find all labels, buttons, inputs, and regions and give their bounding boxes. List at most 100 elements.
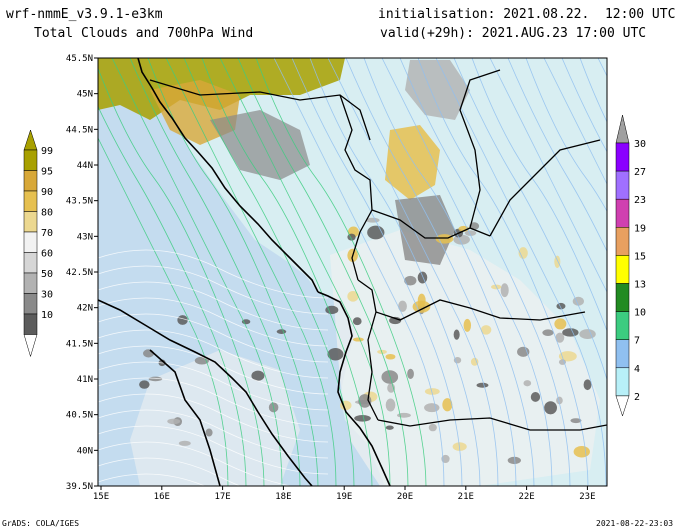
- wind-streamline: [98, 377, 329, 427]
- cloud-cell: [428, 423, 437, 432]
- wind-colorbar-label: 30: [634, 139, 646, 150]
- cloud-cell: [389, 316, 402, 325]
- lat-tick-label: 42.5N: [66, 268, 93, 278]
- wind-streamline: [453, 58, 607, 381]
- wind-streamline: [597, 58, 607, 77]
- cloud-cell: [469, 222, 480, 230]
- wind-colorbar-segment: [615, 255, 630, 284]
- wind-colorbar-segment: [615, 142, 630, 172]
- wind-streamline: [525, 58, 607, 213]
- wind-streamline: [634, 58, 700, 488]
- cloud-cell: [579, 329, 596, 340]
- init-time: initialisation: 2021.08.22. 12:00 UTC: [378, 7, 676, 22]
- longitude-axis: 15E 16E 17E 18E 19E 20E 21E 22E 23E: [93, 486, 596, 502]
- cloud-colorbar-label: 30: [41, 290, 53, 301]
- cloud-colorbar-label: 50: [41, 269, 53, 280]
- cloud-cell: [544, 401, 557, 415]
- wind-streamline: [147, 58, 319, 486]
- wind-streamline: [435, 58, 607, 486]
- wind-colorbar-label: 2: [634, 392, 640, 403]
- lat-tick-label: 39.5N: [66, 482, 93, 492]
- wind-colorbar-top-arrow: [615, 114, 630, 144]
- cloud-colorbar-segment: [23, 170, 38, 192]
- lat-tick-label: 40.5N: [66, 411, 93, 421]
- wind-streamline: [327, 58, 499, 486]
- wind-streamline: [489, 58, 607, 293]
- latitude-axis: 45.5N 45N 44.5N 44N 43.5N 43N 42.5N 42N 41.5N 41N…: [66, 54, 98, 492]
- wind-streamline: [201, 58, 373, 486]
- cloud-cell: [424, 403, 440, 413]
- wind-streamline: [98, 249, 329, 299]
- wind-streamline: [255, 58, 427, 486]
- model-title: wrf-nmmE_v3.9.1-e3km: [6, 7, 163, 22]
- wind-streamline: [98, 409, 329, 459]
- lat-tick-label: 41.5N: [66, 339, 93, 349]
- wind-streamline: [399, 58, 571, 486]
- cloud-colorbar-segment: [23, 293, 38, 315]
- cloud-cell: [517, 346, 530, 357]
- wind-streamline: [98, 313, 329, 363]
- wind-streamline: [98, 329, 329, 379]
- wind-streamline: [652, 58, 700, 488]
- cloud-cell: [424, 388, 440, 395]
- lon-tick-label: 15E: [93, 492, 109, 502]
- cloud-cell: [507, 456, 521, 465]
- cloud-cell: [555, 332, 565, 343]
- wind-streamline: [273, 58, 445, 486]
- wind-streamline: [129, 58, 301, 486]
- lat-tick-label: 40N: [77, 446, 93, 456]
- cloud-cell: [572, 296, 584, 306]
- wind-colorbar-label: 15: [634, 251, 646, 262]
- cloud-cell: [327, 348, 344, 361]
- cloud-colorbar-segment: [23, 211, 38, 233]
- wind-streamline: [111, 58, 283, 486]
- cloud-cell: [404, 275, 417, 286]
- cloud-cell: [358, 394, 372, 408]
- cloud-cell: [178, 440, 191, 446]
- wind-colorbar-segment: [615, 339, 630, 369]
- wind-colorbar-segment: [615, 367, 630, 397]
- wind-streamline: [381, 58, 553, 486]
- cloud-cell: [385, 353, 396, 360]
- cloud-cell: [385, 425, 394, 430]
- cloud-cell: [480, 325, 492, 335]
- cloud-colorbar-label: 95: [41, 167, 53, 178]
- wind-colorbar-bottom-arrow: [615, 395, 630, 417]
- lon-tick-label: 17E: [214, 492, 230, 502]
- wind-streamline: [237, 58, 409, 486]
- wind-streamline: [345, 58, 517, 486]
- lon-tick-label: 18E: [275, 492, 291, 502]
- cloud-colorbar-segment: [23, 149, 38, 171]
- cloud-cell: [352, 317, 362, 326]
- cloud-cell: [570, 418, 582, 424]
- cloud-cell: [167, 418, 181, 425]
- cloud-cell: [241, 319, 251, 325]
- lon-tick-label: 19E: [336, 492, 352, 502]
- cloud-cell: [143, 349, 154, 358]
- wind-colorbar-segment: [615, 311, 630, 340]
- cloud-cell: [347, 290, 359, 302]
- cloud-cell: [417, 271, 428, 284]
- wind-streamline: [98, 473, 206, 486]
- wind-streamline: [98, 281, 329, 331]
- wind-streamline: [98, 425, 329, 475]
- wind-streamline: [543, 58, 607, 185]
- lat-tick-label: 45N: [77, 90, 93, 100]
- cloud-colorbar-segment: [23, 252, 38, 274]
- cloud-colorbar-label: 90: [41, 187, 53, 198]
- wind-streamline: [98, 105, 247, 486]
- cloud-colorbar-label: 70: [41, 228, 53, 239]
- cloud-cell: [470, 357, 479, 366]
- wind-colorbar-label: 7: [634, 336, 640, 347]
- wind-streamline: [98, 67, 265, 486]
- wind-colorbar: 30 27 23 19 15 13 10 7 4 2: [615, 114, 646, 417]
- cloud-colorbar-bottom-arrow: [23, 334, 38, 358]
- lon-tick-label: 16E: [154, 492, 170, 502]
- cloud-cell: [352, 337, 364, 342]
- wind-streamline: [98, 265, 329, 315]
- lat-tick-label: 43N: [77, 232, 93, 242]
- cloud-area-low: [330, 230, 600, 486]
- cloud-cell: [205, 428, 213, 437]
- wind-streamline: [165, 58, 337, 486]
